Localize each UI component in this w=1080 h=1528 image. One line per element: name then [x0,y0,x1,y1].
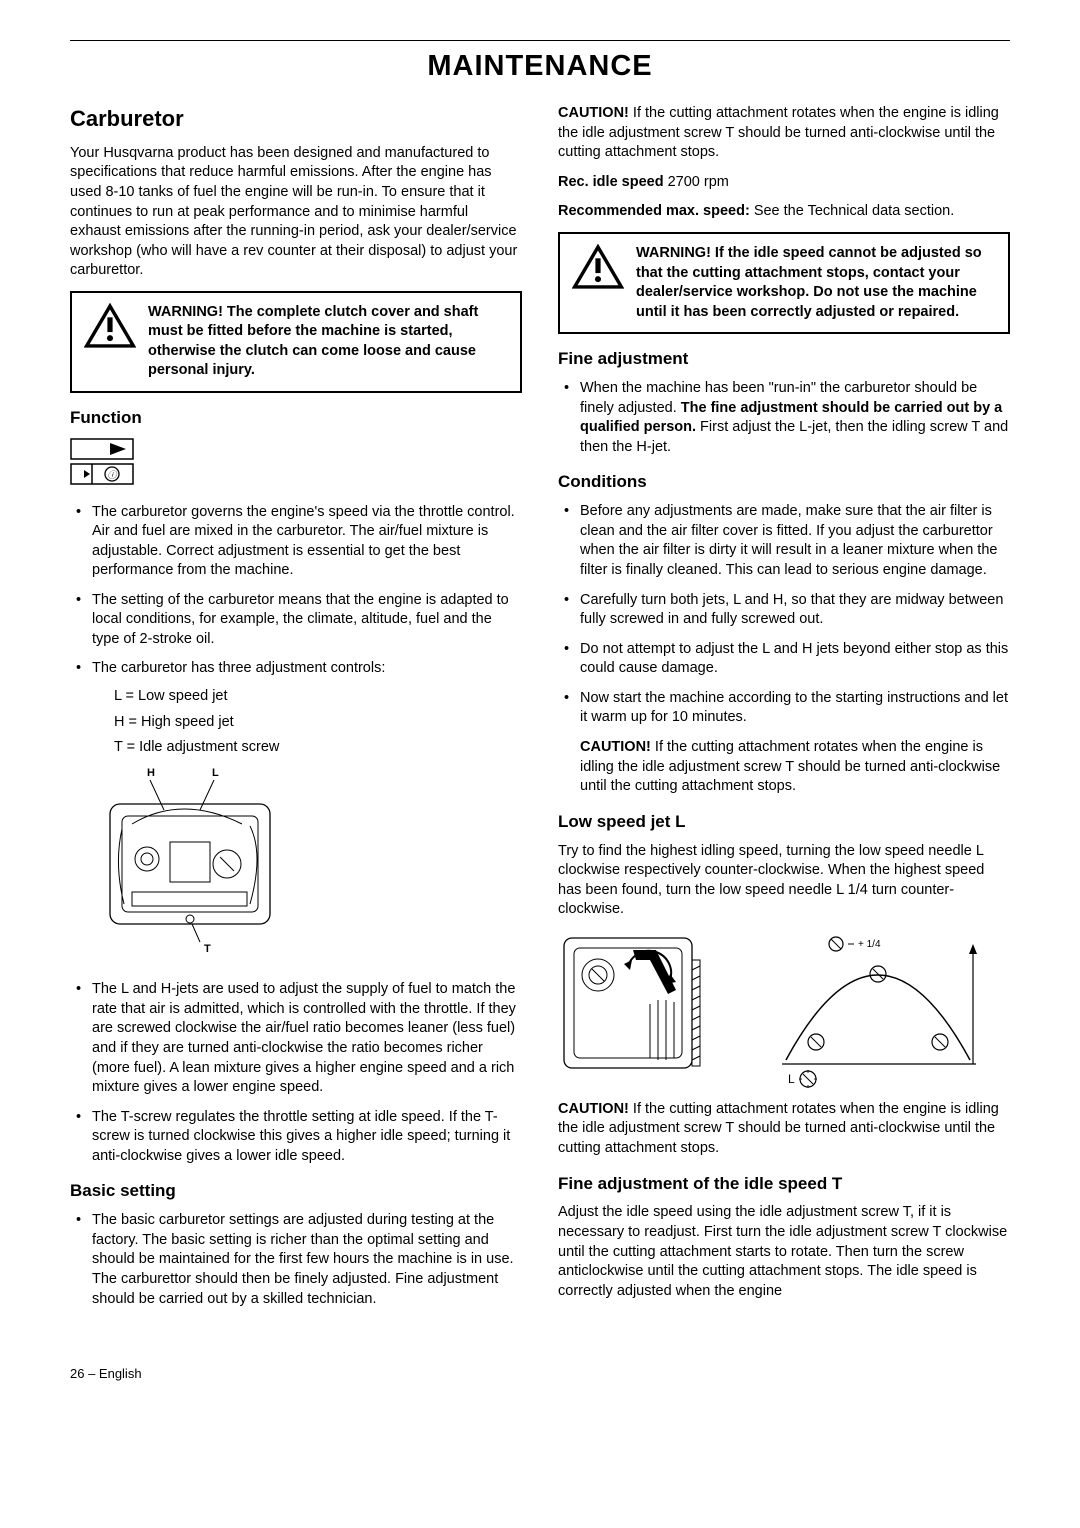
warning-text: WARNING! The complete clutch cover and s… [148,303,508,381]
warning-box-idle: WARNING! If the idle speed cannot be adj… [558,232,1010,334]
function-item-5: The T-screw regulates the throttle setti… [70,1108,522,1167]
caution-1: CAUTION! If the cutting attachment rotat… [558,104,1010,163]
right-column: CAUTION! If the cutting attachment rotat… [558,104,1010,1319]
engine-hlt-diagram: H L [92,764,522,971]
conditions-heading: Conditions [558,471,1010,494]
arrow-icon-block: ⓘ [70,438,522,493]
svg-text:L: L [212,767,219,779]
conditions-caution: CAUTION! If the cutting attachment rotat… [558,738,1010,797]
basic-setting-item: The basic carburetor settings are adjust… [70,1211,522,1309]
rec-max-speed: Recommended max. speed: See the Technica… [558,202,1010,222]
jet-t-label: T = Idle adjustment screw [92,738,522,758]
svg-text:H: H [147,767,155,779]
page-title: MAINTENANCE [70,47,1010,86]
caution-3: CAUTION! If the cutting attachment rotat… [558,1100,1010,1159]
low-speed-text: Try to find the highest idling speed, tu… [558,842,1010,920]
svg-text:+ 1/4: + 1/4 [858,939,881,950]
function-heading: Function [70,407,522,430]
fine-idle-t-heading: Fine adjustment of the idle speed T [558,1173,1010,1196]
condition-item-1: Before any adjustments are made, make su… [558,502,1010,580]
fine-idle-t-text: Adjust the idle speed using the idle adj… [558,1203,1010,1301]
warning-triangle-icon [84,303,136,356]
basic-setting-heading: Basic setting [70,1180,522,1203]
low-speed-heading: Low speed jet L [558,811,1010,834]
intro-text: Your Husqvarna product has been designed… [70,144,522,281]
warning-text: WARNING! If the idle speed cannot be adj… [636,244,996,322]
function-item-2: The setting of the carburetor means that… [70,591,522,650]
condition-item-3: Do not attempt to adjust the L and H jet… [558,640,1010,679]
condition-item-4: Now start the machine according to the s… [558,689,1010,728]
fine-adjustment-heading: Fine adjustment [558,348,1010,371]
low-speed-diagram: + 1/4 L [558,930,1010,1090]
jet-l-label: L = Low speed jet [92,687,522,707]
carburetor-heading: Carburetor [70,104,522,134]
warning-triangle-icon [572,244,624,297]
rec-idle-speed: Rec. idle speed 2700 rpm [558,173,1010,193]
svg-text:L: L [788,1072,795,1086]
condition-item-2: Carefully turn both jets, L and H, so th… [558,591,1010,630]
jet-h-label: H = High speed jet [92,713,522,733]
function-item-3: The carburetor has three adjustment cont… [70,659,522,970]
page-footer: 26 – English [70,1365,1010,1383]
svg-text:T: T [204,943,211,955]
warning-box-clutch: WARNING! The complete clutch cover and s… [70,291,522,393]
function-item-1: The carburetor governs the engine's spee… [70,503,522,581]
fine-adjustment-item: When the machine has been "run-in" the c… [558,379,1010,457]
function-item-4: The L and H-jets are used to adjust the … [70,980,522,1097]
left-column: Carburetor Your Husqvarna product has be… [70,104,522,1319]
